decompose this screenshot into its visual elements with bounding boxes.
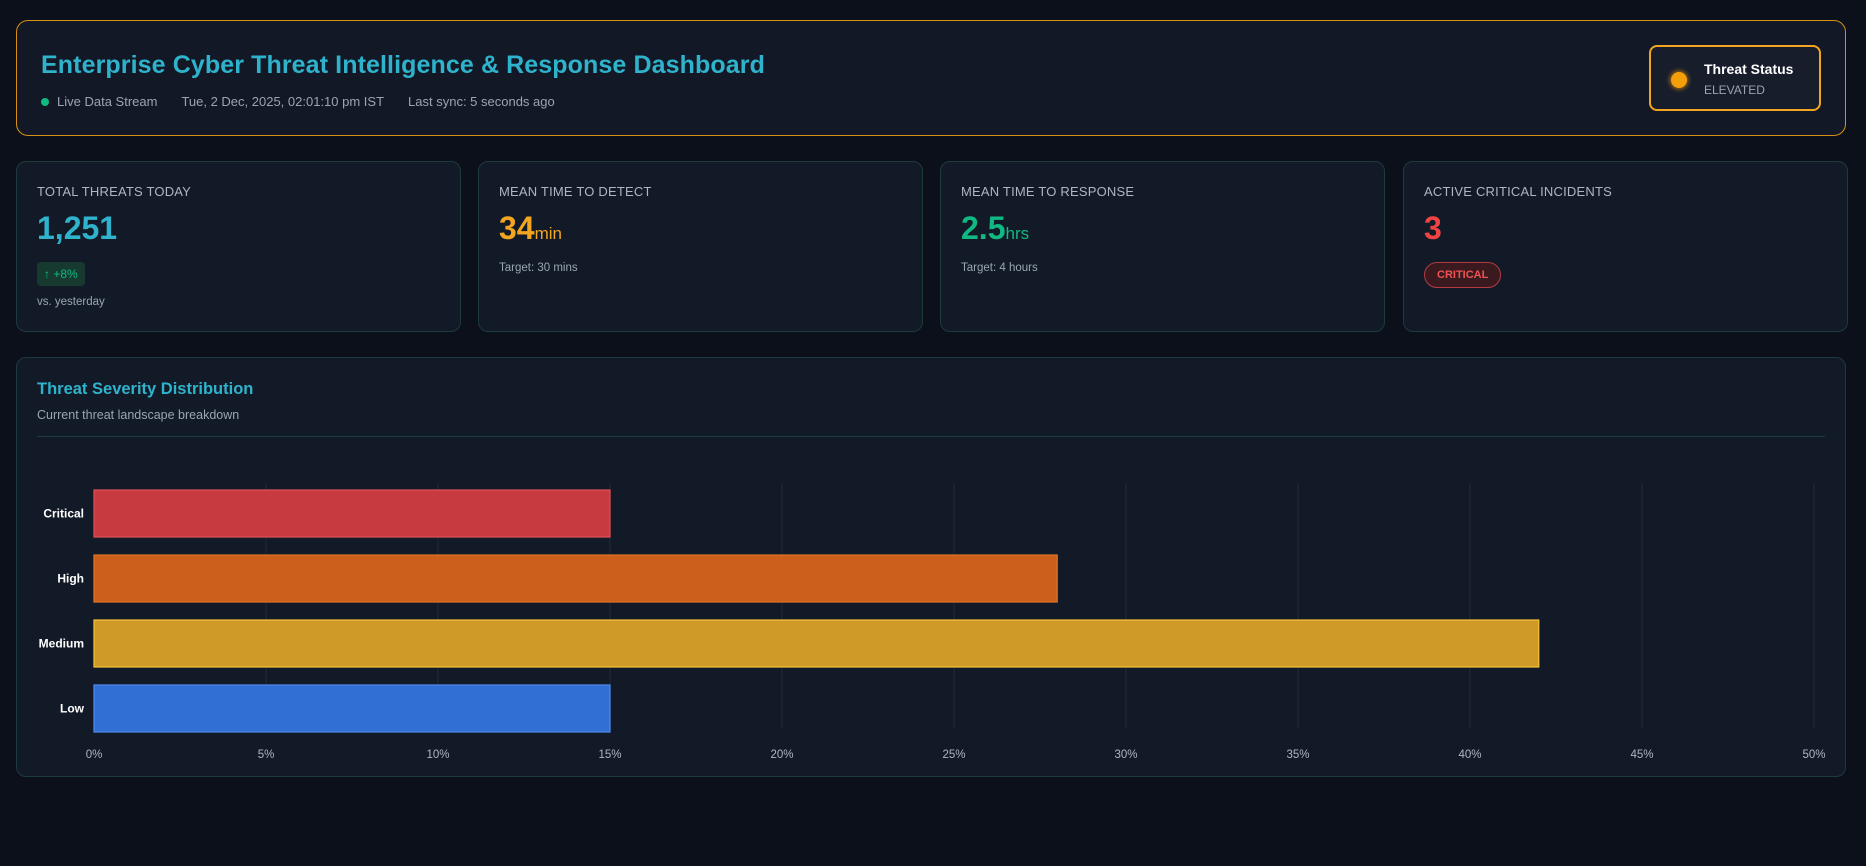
x-tick-label: 45% — [1630, 749, 1653, 761]
card-mean-time-detect: MEAN TIME TO DETECT 34min Target: 30 min… — [478, 161, 923, 332]
y-category-label: Critical — [43, 507, 84, 521]
card-value-unit: min — [534, 224, 562, 243]
threat-status-value: ELEVATED — [1704, 83, 1765, 97]
card-value-number: 3 — [1424, 210, 1442, 246]
card-subtext: Target: 4 hours — [961, 262, 1038, 274]
status-dot-icon — [1671, 72, 1687, 88]
divider — [37, 436, 1825, 437]
card-value: 1,251 — [37, 210, 117, 247]
severity-bar-chart: 0% 5% 10% 15% 20% 25% 30% 35% 40% 45% 50% Critical H… — [39, 483, 1826, 761]
card-value: 34min — [499, 210, 562, 247]
x-tick-label: 30% — [1114, 749, 1137, 761]
x-tick-label: 50% — [1802, 749, 1825, 761]
y-category-label: Low — [60, 702, 85, 716]
bar-medium — [93, 619, 1540, 668]
card-value: 3 — [1424, 210, 1442, 247]
card-subtext: vs. yesterday — [37, 296, 105, 308]
datetime: Tue, 2 Dec, 2025, 02:01:10 pm IST — [181, 94, 385, 109]
bar-high — [93, 554, 1058, 603]
x-tick-label: 0% — [86, 749, 103, 761]
bar-low — [93, 684, 611, 733]
card-value: 2.5hrs — [961, 210, 1029, 247]
live-indicator-icon — [41, 97, 49, 106]
card-value-unit: hrs — [1005, 224, 1030, 243]
threat-status-title: Threat Status — [1704, 61, 1794, 77]
x-tick-label: 20% — [770, 749, 793, 761]
x-tick-label: 40% — [1458, 749, 1481, 761]
x-tick-label: 35% — [1286, 749, 1309, 761]
card-mean-time-response: MEAN TIME TO RESPONSE 2.5hrs Target: 4 h… — [940, 161, 1385, 332]
x-tick-label: 5% — [258, 749, 275, 761]
card-active-critical: ACTIVE CRITICAL INCIDENTS 3 CRITICAL — [1403, 161, 1848, 332]
chart-subtitle: Current threat landscape breakdown — [37, 408, 240, 422]
threat-status-indicator[interactable]: Threat Status ELEVATED — [1649, 45, 1821, 111]
header-meta: Live Data Stream Tue, 2 Dec, 2025, 02:01… — [41, 94, 555, 109]
card-label: ACTIVE CRITICAL INCIDENTS — [1424, 184, 1612, 199]
x-tick-label: 10% — [426, 749, 449, 761]
card-subtext: Target: 30 mins — [499, 262, 578, 274]
critical-badge: CRITICAL — [1424, 262, 1502, 288]
card-label: TOTAL THREATS TODAY — [37, 184, 192, 199]
last-sync: Last sync: 5 seconds ago — [408, 94, 555, 109]
live-label: Live Data Stream — [57, 94, 158, 109]
bar-critical — [93, 489, 611, 538]
x-tick-label: 15% — [598, 749, 621, 761]
page-title: Enterprise Cyber Threat Intelligence & R… — [41, 51, 765, 79]
y-category-label: Medium — [39, 637, 84, 651]
card-value-number: 34 — [499, 210, 535, 246]
card-value-number: 1,251 — [37, 210, 118, 246]
card-value-number: 2.5 — [961, 210, 1006, 246]
dashboard-header: Enterprise Cyber Threat Intelligence & R… — [16, 20, 1846, 136]
card-total-threats: TOTAL THREATS TODAY 1,251 ↑ +8% vs. yest… — [16, 161, 461, 332]
severity-chart-panel: Threat Severity Distribution Current thr… — [16, 357, 1846, 777]
chart-title: Threat Severity Distribution — [37, 380, 254, 398]
x-tick-label: 25% — [942, 749, 965, 761]
card-label: MEAN TIME TO DETECT — [499, 184, 652, 199]
trend-badge: ↑ +8% — [37, 262, 85, 286]
y-category-label: High — [57, 572, 84, 586]
card-label: MEAN TIME TO RESPONSE — [961, 184, 1135, 199]
